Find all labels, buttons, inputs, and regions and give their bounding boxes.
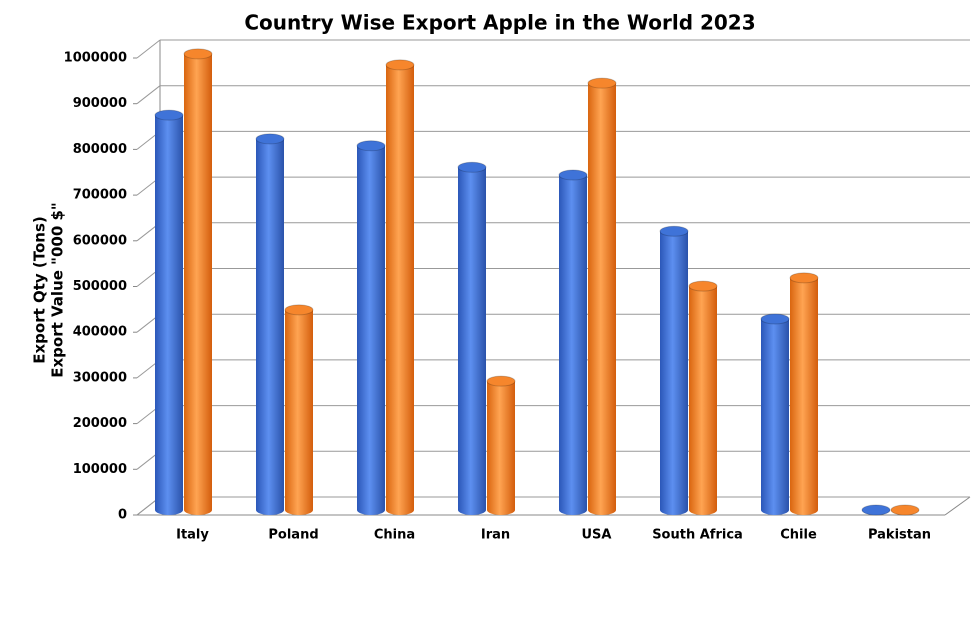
bar <box>256 138 284 515</box>
y-axis-title-line: Export Value "000 $" <box>49 202 67 377</box>
y-tick-label: 500000 <box>73 279 127 294</box>
x-tick-label: South Africa <box>652 528 743 543</box>
y-axis-title: Export Qty (Tons) Export Value "000 $" <box>31 202 67 377</box>
bar <box>184 53 212 515</box>
bar-top <box>154 109 184 121</box>
y-tick-label: 300000 <box>73 370 127 385</box>
bar-top <box>760 313 790 325</box>
y-tick-label: 900000 <box>73 96 127 111</box>
bar-top <box>890 504 920 516</box>
bar-top <box>861 504 891 516</box>
bar <box>357 145 385 515</box>
bar-top <box>385 59 415 71</box>
y-tick-label: 700000 <box>73 188 127 203</box>
bar <box>458 167 486 515</box>
y-tick-label: 800000 <box>73 142 127 157</box>
bar-top <box>284 304 314 316</box>
y-tick-label: 100000 <box>73 462 127 477</box>
bar-top <box>255 133 285 145</box>
bar-top <box>587 77 617 89</box>
y-tick-label: 1000000 <box>64 51 127 66</box>
x-tick-label: China <box>374 528 415 543</box>
bar-top <box>457 161 487 173</box>
bar <box>386 64 414 515</box>
bar-top <box>183 48 213 60</box>
chart-title: Country Wise Export Apple in the World 2… <box>244 11 755 35</box>
bar <box>559 175 587 516</box>
grid-line <box>136 39 161 59</box>
y-tick-label: 400000 <box>73 325 127 340</box>
y-tick-label: 0 <box>118 508 127 523</box>
bar-top <box>356 140 386 152</box>
y-tick-label: 600000 <box>73 233 127 248</box>
bar <box>660 231 688 516</box>
bar-top <box>558 169 588 181</box>
bar <box>761 318 789 515</box>
x-tick-label: Poland <box>268 528 318 543</box>
bar <box>790 277 818 515</box>
x-tick-label: Italy <box>176 528 209 543</box>
bar <box>689 286 717 515</box>
bar-top <box>688 280 718 292</box>
grid-line <box>136 85 161 105</box>
x-tick-label: Pakistan <box>868 528 931 543</box>
x-tick-label: Iran <box>481 528 510 543</box>
x-tick-label: Chile <box>780 528 817 543</box>
bar-top <box>789 272 819 284</box>
bar <box>285 309 313 515</box>
y-axis-title-line: Export Qty (Tons) <box>31 216 49 364</box>
x-tick-label: USA <box>582 528 612 543</box>
bar <box>487 381 515 515</box>
bar-top <box>659 225 689 237</box>
bar <box>155 115 183 515</box>
bar <box>588 83 616 516</box>
bar-top <box>486 375 516 387</box>
y-tick-label: 200000 <box>73 416 127 431</box>
